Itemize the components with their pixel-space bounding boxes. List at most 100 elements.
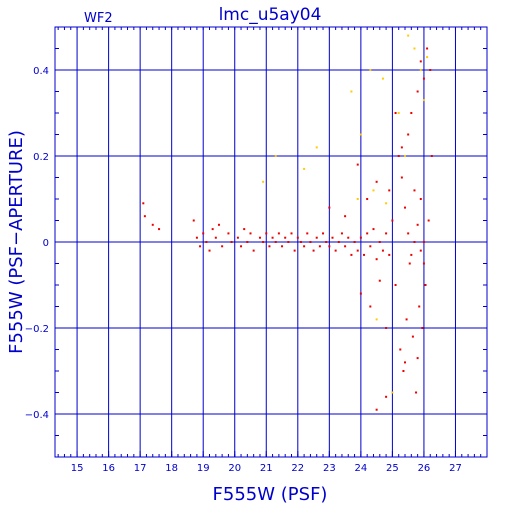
data-point: [252, 249, 255, 252]
data-point: [214, 236, 217, 239]
data-point: [426, 56, 429, 59]
data-point: [199, 245, 202, 248]
data-point: [394, 112, 397, 114]
grid: [55, 26, 488, 458]
data-point: [271, 236, 274, 239]
data-point: [404, 206, 407, 209]
data-point: [385, 395, 388, 398]
data-point: [375, 318, 378, 321]
data-point: [243, 228, 246, 231]
data-point: [205, 241, 208, 243]
data-point: [415, 391, 418, 394]
x-tick-label: 21: [260, 463, 273, 474]
data-point: [422, 77, 425, 80]
data-point: [366, 232, 369, 235]
data-point: [419, 69, 422, 71]
data-point: [419, 249, 422, 252]
data-point: [328, 245, 331, 248]
data-point: [413, 241, 416, 243]
data-point: [419, 198, 422, 200]
data-point: [375, 180, 378, 183]
data-point: [337, 241, 340, 243]
data-point: [407, 133, 410, 136]
data-point: [303, 167, 306, 170]
data-point: [422, 262, 425, 265]
data-point: [385, 327, 388, 329]
y-tick-label: 0.4: [33, 66, 49, 77]
data-point: [208, 249, 211, 252]
data-point: [328, 206, 331, 209]
data-point: [356, 163, 359, 166]
data-point: [366, 198, 369, 200]
data-point: [192, 219, 195, 222]
data-point: [400, 176, 403, 179]
data-point: [258, 236, 261, 239]
x-tick-label: 27: [449, 463, 462, 474]
data-point: [274, 155, 277, 157]
data-point: [413, 47, 416, 50]
data-point: [405, 318, 408, 321]
data-point: [217, 223, 220, 226]
y-axis-label: F555W (PSF−APERTURE): [6, 130, 27, 354]
x-tick-label: 15: [71, 463, 84, 474]
data-point: [372, 189, 375, 192]
data-point: [400, 146, 403, 149]
data-point: [350, 90, 353, 93]
data-point: [356, 249, 359, 252]
data-point: [359, 292, 362, 295]
data-point: [397, 155, 400, 157]
data-point: [419, 60, 422, 63]
y-tick-label: −0.2: [25, 324, 49, 335]
data-point: [404, 361, 407, 364]
data-point: [388, 253, 391, 256]
data-point: [369, 245, 372, 248]
data-point: [274, 241, 277, 243]
data-point: [290, 232, 293, 235]
data-point: [369, 305, 372, 308]
data-point: [426, 47, 429, 50]
data-point: [422, 99, 425, 102]
data-point: [221, 245, 224, 248]
x-tick-label: 20: [228, 463, 241, 474]
data-point: [340, 232, 343, 235]
data-point: [344, 215, 347, 218]
data-point: [416, 223, 419, 226]
data-point: [262, 180, 265, 183]
data-point: [142, 202, 145, 205]
data-point: [265, 232, 268, 235]
data-point: [318, 245, 321, 248]
data-point: [363, 253, 366, 256]
data-point: [284, 236, 287, 239]
data-point: [411, 335, 414, 338]
data-point: [356, 198, 359, 200]
data-point: [246, 241, 249, 243]
x-tick-label: 16: [102, 463, 115, 474]
data-point: [277, 232, 280, 235]
chart-title: lmc_u5ay04: [219, 5, 322, 25]
data-point: [287, 241, 290, 243]
data-point: [388, 189, 391, 192]
data-point: [158, 228, 161, 231]
data-point: [359, 236, 362, 239]
x-tick-label: 23: [323, 463, 336, 474]
data-point: [344, 245, 347, 248]
data-point: [378, 241, 381, 243]
y-tick-label: −0.4: [25, 410, 49, 421]
data-point: [416, 357, 419, 360]
y-tick-label: 0: [43, 238, 49, 249]
data-point: [408, 262, 411, 265]
data-point: [375, 258, 378, 261]
data-point: [262, 241, 265, 243]
data-point: [407, 232, 410, 235]
data-point: [303, 245, 306, 248]
data-point: [375, 408, 378, 411]
data-point: [227, 232, 230, 235]
data-point: [421, 327, 424, 329]
tick-labels: 15 16 17 18 19 20 21 22 23 24 25 26 27 −0.4 −0.2 0 0.2 0.…: [25, 66, 462, 474]
data-point: [151, 223, 154, 226]
plot-frame: [54, 26, 488, 458]
data-point: [211, 228, 214, 231]
data-point: [331, 236, 334, 239]
data-point: [230, 241, 233, 243]
data-point: [381, 249, 384, 252]
